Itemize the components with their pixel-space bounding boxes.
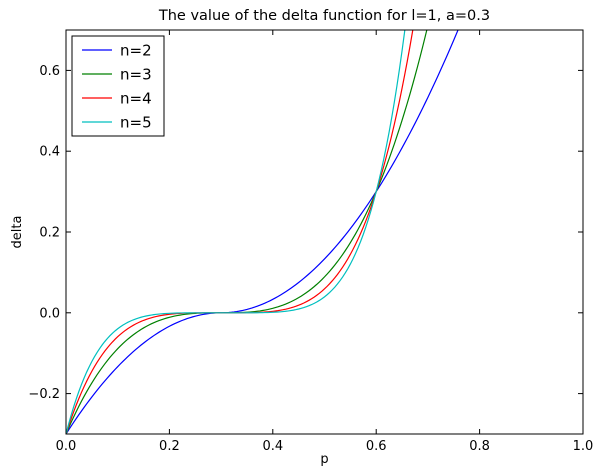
y-tick-label: 0.0	[39, 306, 60, 321]
x-axis-label: p	[320, 452, 328, 466]
series-line-n-4	[66, 30, 414, 434]
x-tick-label: 0.4	[262, 439, 283, 454]
series-layer	[66, 30, 459, 434]
x-tick-label: 0.2	[159, 439, 180, 454]
x-axis: 0.0 0.2 0.4 0.6 0.8 1.0	[56, 30, 594, 454]
y-tick-label: −0.2	[28, 387, 60, 402]
series-line-n-2	[66, 30, 459, 434]
legend-label: n=2	[120, 42, 152, 60]
y-axis-label: delta	[10, 216, 25, 249]
legend-label: n=4	[120, 90, 152, 108]
y-axis: −0.2 0.0 0.2 0.4 0.6	[28, 64, 583, 402]
chart-title: The value of the delta function for l=1,…	[158, 8, 490, 24]
x-tick-label: 0.0	[56, 439, 77, 454]
y-tick-label: 0.2	[39, 226, 60, 241]
series-line-n-5	[66, 30, 406, 434]
legend-label: n=5	[120, 114, 152, 132]
x-tick-label: 0.6	[366, 439, 387, 454]
y-tick-label: 0.6	[39, 64, 60, 79]
series-line-n-3	[66, 30, 428, 434]
legend-label: n=3	[120, 66, 152, 84]
legend: n=2 n=3 n=4 n=5	[71, 35, 165, 137]
x-tick-label: 1.0	[573, 439, 594, 454]
x-tick-label: 0.8	[469, 439, 490, 454]
y-tick-label: 0.4	[39, 145, 60, 160]
legend-box	[71, 35, 165, 137]
